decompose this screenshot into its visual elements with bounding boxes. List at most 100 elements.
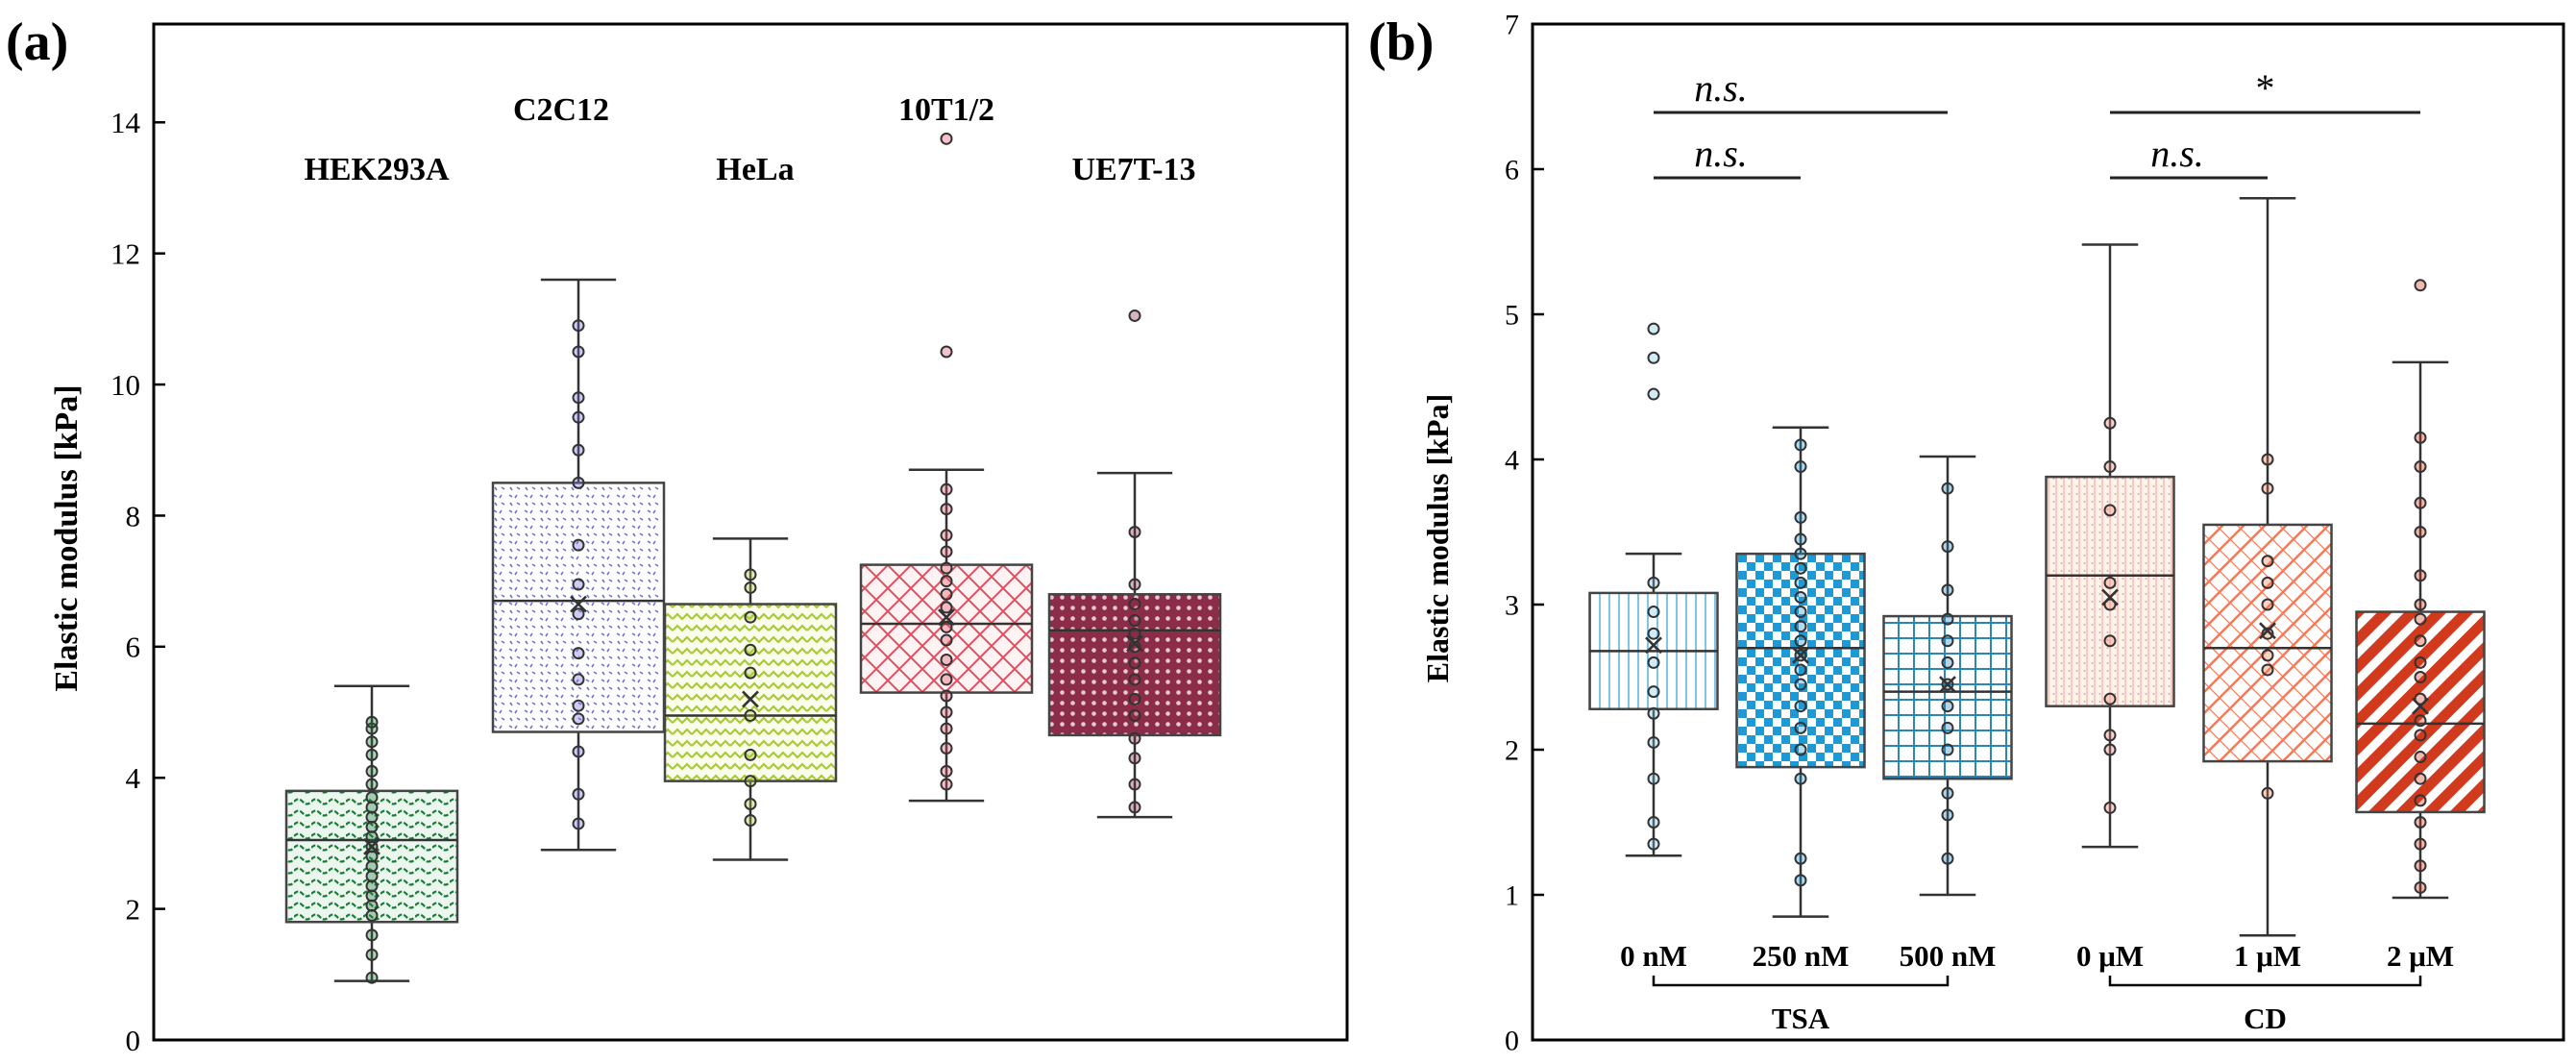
data-point <box>1128 614 1141 628</box>
data-point <box>572 787 585 801</box>
data-point <box>572 673 585 686</box>
box-b-0 <box>1588 322 1719 857</box>
data-point <box>940 503 953 516</box>
data-point <box>940 705 953 719</box>
panel-b-ytick-label: 0 <box>1505 1026 1519 1057</box>
data-point <box>1794 743 1807 756</box>
data-point <box>2103 692 2117 705</box>
data-point <box>940 764 953 778</box>
data-point <box>1128 673 1141 686</box>
data-point <box>1794 678 1807 691</box>
data-point <box>2414 460 2427 474</box>
data-point <box>1647 656 1660 669</box>
box-b-5 <box>2355 279 2486 900</box>
data-point <box>572 319 585 333</box>
data-point <box>572 443 585 457</box>
data-point <box>1941 634 1954 648</box>
data-point <box>1647 627 1660 640</box>
mean-marker <box>1126 634 1143 653</box>
data-point <box>940 778 953 791</box>
data-point <box>365 791 379 804</box>
data-point <box>1794 590 1807 604</box>
data-point <box>940 653 953 666</box>
panel-a-ytick-label: 4 <box>126 761 141 795</box>
data-point <box>572 745 585 758</box>
box-a-0 <box>284 684 459 984</box>
data-point <box>2414 496 2427 509</box>
mean-marker <box>742 690 759 708</box>
data-point <box>1941 612 1954 626</box>
box-b-4 <box>2202 196 2333 937</box>
panel-a: (a) Elastic modulus [kPa] 0 2 4 6 8 10 12 14 HEK… <box>6 12 1349 1057</box>
data-point <box>365 928 379 942</box>
data-point <box>1794 852 1807 865</box>
data-point <box>572 817 585 830</box>
data-point <box>940 529 953 542</box>
data-point <box>2414 526 2427 538</box>
data-point <box>744 798 757 811</box>
data-point <box>2103 598 2117 611</box>
data-point <box>1647 322 1660 335</box>
panel-b-ytick-label: 1 <box>1505 880 1519 912</box>
data-point <box>2414 671 2427 683</box>
data-point <box>744 775 757 788</box>
panel-a-plot: 0 2 4 6 8 10 12 14 HEK293A C2C12 HeLa 10T1/2 UE7T-13 <box>110 22 1349 1057</box>
data-point <box>940 689 953 703</box>
data-point <box>1941 721 1954 734</box>
category-label-b-1: 250 nM <box>1753 939 1850 973</box>
data-point <box>2103 460 2117 474</box>
data-point <box>2261 576 2274 589</box>
data-point <box>1128 731 1141 745</box>
data-point <box>1647 735 1660 749</box>
box-a-3 <box>859 132 1034 803</box>
mean-marker <box>1645 636 1662 655</box>
category-label-b-4: 1 μM <box>2234 939 2301 973</box>
data-point <box>1794 700 1807 713</box>
box-b-3 <box>2045 243 2175 849</box>
data-point <box>1128 778 1141 791</box>
data-point <box>2414 794 2427 807</box>
data-point <box>1128 578 1141 591</box>
data-point <box>2414 692 2427 705</box>
data-point <box>365 948 379 961</box>
data-point <box>940 722 953 735</box>
panel-b-ytick-label: 6 <box>1505 155 1519 186</box>
significance-label-2: * <box>2256 66 2275 110</box>
data-point <box>572 538 585 552</box>
data-point <box>2414 816 2427 829</box>
data-point <box>1128 526 1141 538</box>
data-point <box>1941 808 1954 822</box>
box-a-4 <box>1047 309 1222 819</box>
data-point <box>365 735 379 749</box>
data-point <box>1794 576 1807 589</box>
data-point <box>2261 649 2274 662</box>
data-point <box>2414 569 2427 582</box>
data-point <box>2261 453 2274 466</box>
data-point <box>2414 598 2427 611</box>
panel-a-ytick-label: 8 <box>126 499 141 532</box>
data-point <box>940 345 953 359</box>
data-point <box>1941 482 1954 495</box>
data-point <box>572 410 585 424</box>
panel-b-ytick-label: 4 <box>1505 445 1519 477</box>
panel-a-ytick-label: 2 <box>126 892 141 926</box>
data-point <box>1647 387 1660 401</box>
panel-b-ytick-label: 2 <box>1505 735 1519 767</box>
group-bracket-1 <box>2108 976 2422 987</box>
data-point <box>365 715 379 729</box>
data-point <box>572 647 585 660</box>
data-point <box>1647 576 1660 589</box>
panel-b-plot: 0 1 2 3 4 5 6 7 0 nM 250 nM 500 nM 0 μM 1 μM 2 μM TSA C… <box>1505 10 2565 1057</box>
data-point <box>1794 606 1807 619</box>
category-label-a-3: 10T1/2 <box>898 92 994 128</box>
box-b-2 <box>1882 455 2013 897</box>
data-point <box>1794 532 1807 546</box>
panel-b-label: (b) <box>1368 12 1434 72</box>
data-point <box>2103 576 2117 589</box>
mean-marker <box>938 608 955 627</box>
data-point <box>940 633 953 647</box>
box-a-1 <box>491 278 666 852</box>
data-point <box>1128 598 1141 611</box>
data-point <box>1647 706 1660 720</box>
